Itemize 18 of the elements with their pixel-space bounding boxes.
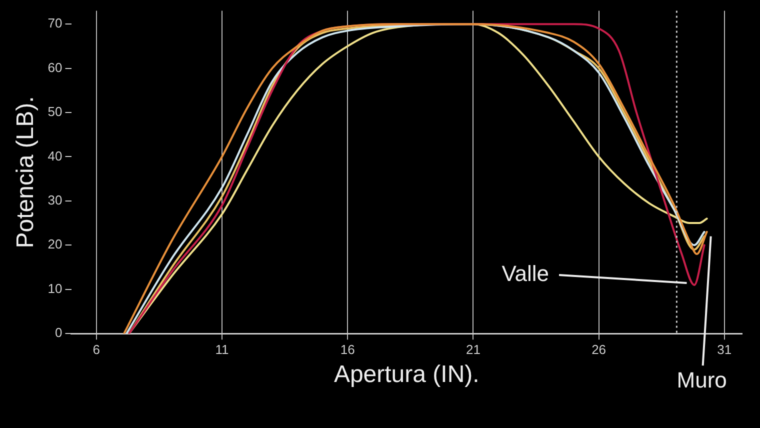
x-tick-label: 11	[215, 342, 229, 357]
y-tick-label: 70	[48, 16, 62, 31]
x-tick-label: 16	[340, 342, 355, 357]
y-axis-title: Potencia (LB).	[12, 96, 40, 248]
x-tick-label: 26	[592, 342, 606, 357]
y-tick-label: 30	[48, 192, 62, 208]
x-tick-label: 6	[92, 342, 100, 357]
y-tick-label: 40	[48, 148, 62, 164]
annotation: Muro	[676, 368, 727, 393]
y-tick-label: 10	[48, 280, 62, 296]
annotation: Valle	[502, 261, 550, 286]
x-tick-label: 31	[717, 342, 732, 357]
y-tick-label: 60	[48, 60, 62, 75]
y-tick-label: 50	[48, 104, 62, 120]
y-tick-label: 0	[55, 325, 62, 340]
x-tick-label: 21	[466, 342, 480, 357]
y-tick-label: 20	[48, 236, 62, 252]
x-axis-title: Apertura (IN).	[334, 361, 480, 388]
